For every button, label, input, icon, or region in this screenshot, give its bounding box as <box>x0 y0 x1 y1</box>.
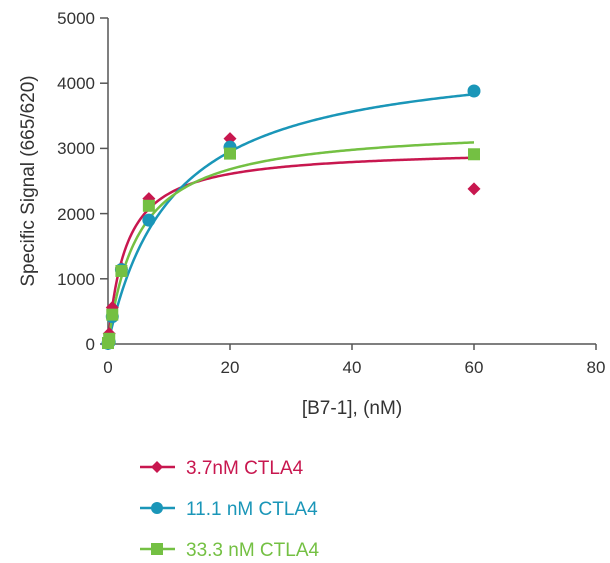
data-point-red <box>467 182 481 196</box>
legend-item: 3.7nM CTLA4 <box>140 458 304 479</box>
legend-label: 11.1 nM CTLA4 <box>186 499 318 520</box>
y-tick-label: 3000 <box>57 139 95 158</box>
legend-label: 33.3 nM CTLA4 <box>186 540 319 561</box>
data-points <box>101 84 481 350</box>
data-point-blue <box>467 84 481 98</box>
circle-icon <box>151 502 163 514</box>
data-point-blue <box>142 213 156 227</box>
data-point-green <box>468 148 480 161</box>
fit-curve-blue <box>106 93 475 345</box>
data-point-green <box>103 332 116 345</box>
fit-curve-green <box>106 141 475 345</box>
diamond-icon <box>151 461 163 473</box>
y-tick-label: 2000 <box>57 205 95 224</box>
x-tick-label: 20 <box>221 358 240 377</box>
fit-curves <box>106 93 475 345</box>
y-tick-label: 5000 <box>57 9 95 28</box>
legend-label: 3.7nM CTLA4 <box>186 458 304 479</box>
x-tick-label: 0 <box>103 358 112 377</box>
y-ticks: 0 1000 2000 3000 4000 5000 <box>57 9 108 354</box>
x-tick-label: 80 <box>587 358 606 377</box>
square-icon <box>151 543 163 555</box>
y-tick-label: 0 <box>86 335 95 354</box>
data-point-green <box>142 199 155 212</box>
x-ticks: 0 20 40 60 80 <box>103 344 605 377</box>
data-point-green <box>224 147 236 160</box>
x-axis-title: [B7-1], (nM) <box>302 398 402 419</box>
fit-curve-red <box>106 156 475 345</box>
x-tick-label: 40 <box>343 358 362 377</box>
legend: 3.7nM CTLA4 11.1 nM CTLA4 33.3 nM CTLA4 <box>140 458 319 561</box>
data-point-green <box>106 308 119 321</box>
legend-item: 11.1 nM CTLA4 <box>140 499 318 520</box>
y-tick-label: 1000 <box>57 270 95 289</box>
legend-item: 33.3 nM CTLA4 <box>140 540 319 561</box>
y-tick-label: 4000 <box>57 74 95 93</box>
y-axis-title: Specific Signal (665/620) <box>18 75 39 286</box>
axes <box>107 18 596 345</box>
x-tick-label: 60 <box>465 358 484 377</box>
data-point-green <box>115 264 128 277</box>
